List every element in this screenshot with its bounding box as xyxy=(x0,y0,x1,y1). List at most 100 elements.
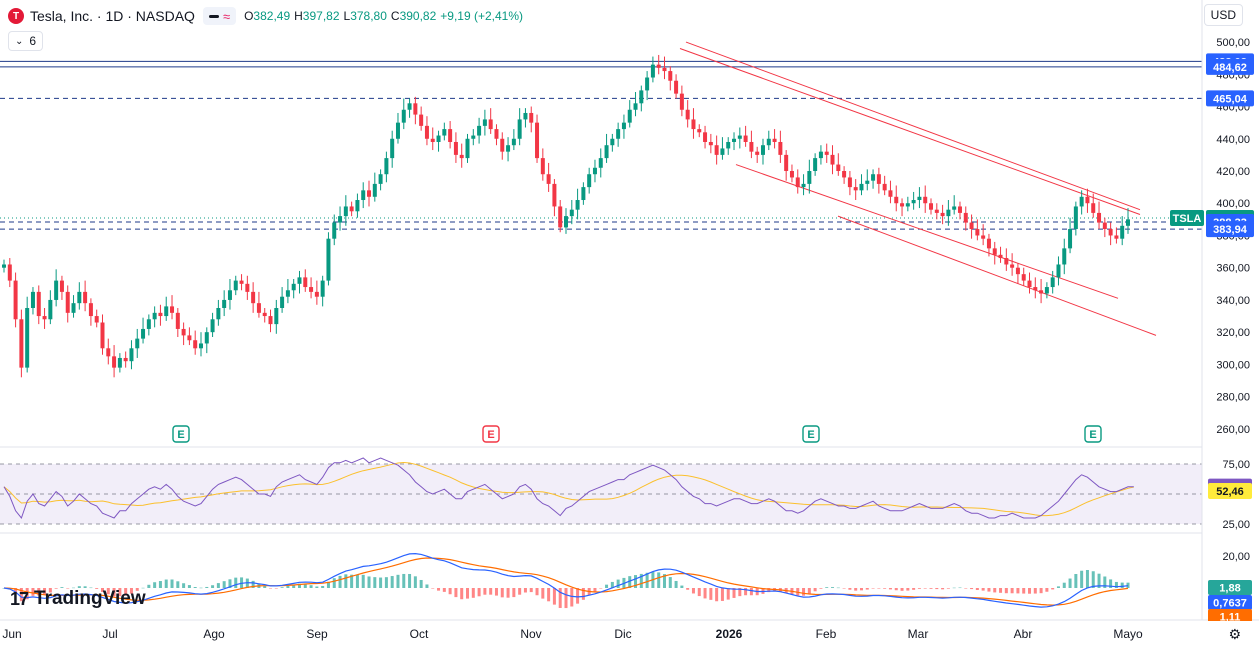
earnings-marker xyxy=(482,425,500,443)
candle-body xyxy=(575,200,580,210)
candle-body xyxy=(1091,203,1096,213)
earnings-marker-label: E xyxy=(807,429,814,441)
ohlc-value: 378,80 xyxy=(350,9,387,23)
candle-body xyxy=(900,203,905,207)
macd-histogram-bar xyxy=(958,587,962,589)
candlestick-series xyxy=(2,54,1130,378)
candle-body xyxy=(59,280,64,292)
macd-histogram-bar xyxy=(1109,579,1113,588)
candle-body xyxy=(204,332,209,344)
macd-pane[interactable] xyxy=(2,552,1130,609)
macd-histogram-bar xyxy=(83,586,87,588)
candle-body xyxy=(726,141,731,149)
macd-histogram-bar xyxy=(350,574,354,588)
price-change: +9,19 (+2,41%) xyxy=(440,9,523,23)
macd-histogram-bar xyxy=(25,588,29,600)
macd-histogram-bar xyxy=(547,588,551,602)
macd-histogram-bar xyxy=(303,584,307,588)
candle-body xyxy=(332,222,337,239)
tradingview-logo[interactable]: 17 TradingView xyxy=(10,588,146,610)
price-tick-label: 280,00 xyxy=(1216,392,1250,404)
compare-icon[interactable]: ≈ xyxy=(222,8,231,24)
macd-histogram-bar xyxy=(355,574,359,588)
macd-histogram-bar xyxy=(1097,573,1101,588)
rsi-pane[interactable] xyxy=(0,457,1202,525)
macd-histogram-bar xyxy=(558,588,562,608)
candle-body xyxy=(923,196,928,204)
candle-body xyxy=(378,174,383,184)
symbol-legend[interactable]: T Tesla, Inc. · 1D · NASDAQ ≈ O382,49 H3… xyxy=(8,6,523,26)
macd-histogram-bar xyxy=(917,588,921,589)
symbol-title[interactable]: Tesla, Inc. · 1D · NASDAQ xyxy=(30,8,195,24)
candle-body xyxy=(737,135,742,139)
gear-icon[interactable]: ⚙ xyxy=(1228,626,1241,642)
macd-histogram-bar xyxy=(888,588,892,590)
ohlc-value: 397,82 xyxy=(302,9,340,23)
candle-body xyxy=(818,151,823,159)
macd-histogram-bar xyxy=(274,588,278,589)
indicators-toggle[interactable]: ⌄ 6 xyxy=(8,31,44,51)
minus-icon[interactable] xyxy=(208,14,219,18)
macd-histogram-bar xyxy=(326,581,330,588)
macd-badge xyxy=(1208,595,1252,610)
candle-body xyxy=(372,183,377,197)
macd-histogram-bar xyxy=(494,588,498,596)
candle-body xyxy=(529,112,534,123)
macd-histogram-bar xyxy=(43,588,47,596)
candle-body xyxy=(164,306,169,317)
macd-histogram-bar xyxy=(158,581,162,588)
macd-histogram-bar xyxy=(576,588,580,604)
channel-upper-line xyxy=(685,41,1141,211)
candle-body xyxy=(291,283,296,291)
macd-histogram-bar xyxy=(379,577,383,588)
candle-body xyxy=(453,141,458,155)
chart-style-pill[interactable]: ≈ xyxy=(202,7,237,25)
macd-histogram-bar xyxy=(1016,588,1020,594)
currency-button[interactable]: USD xyxy=(1203,4,1243,26)
price-tick-label: 340,00 xyxy=(1216,295,1250,307)
candle-body xyxy=(1039,290,1044,294)
macd-histogram-bar xyxy=(164,579,168,588)
rsi-line xyxy=(3,457,1134,520)
candle-body xyxy=(795,177,800,188)
candle-body xyxy=(256,303,261,313)
macd-histogram-bar xyxy=(680,585,684,588)
macd-histogram-bar xyxy=(141,587,145,589)
candle-body xyxy=(946,209,951,217)
macd-histogram-bar xyxy=(744,588,748,596)
macd-histogram-bar xyxy=(639,573,643,588)
macd-histogram-bar xyxy=(564,588,568,609)
price-badge-label: 383,94 xyxy=(1213,224,1248,236)
candle-body xyxy=(77,291,82,304)
macd-histogram-bar xyxy=(460,588,464,600)
macd-histogram-bar xyxy=(205,586,209,588)
macd-histogram-bar xyxy=(732,588,736,598)
candle-body xyxy=(616,129,621,139)
time-tick-label: Oct xyxy=(410,627,429,641)
macd-histogram-bar xyxy=(100,588,104,592)
candle-body xyxy=(2,264,6,268)
candle-body xyxy=(1062,248,1067,265)
candle-body xyxy=(789,171,794,178)
candle-body xyxy=(198,343,203,349)
candle-body xyxy=(500,138,505,152)
candle-body xyxy=(1033,287,1038,291)
rsi-tick-label: 25,00 xyxy=(1222,519,1250,531)
candle-body xyxy=(384,158,389,175)
macd-histogram-bar xyxy=(437,588,441,591)
candle-body xyxy=(732,138,737,142)
macd-histogram-bar xyxy=(170,579,174,588)
candle-body xyxy=(986,238,991,249)
macd-histogram-bar xyxy=(31,588,35,596)
macd-histogram-bar xyxy=(987,588,991,592)
macd-histogram-bar xyxy=(1062,582,1066,588)
chevron-down-icon: ⌄ xyxy=(15,35,24,47)
macd-histogram-bar xyxy=(95,588,99,589)
macd-histogram-bar xyxy=(674,580,678,588)
macd-histogram-bar xyxy=(1126,582,1130,588)
macd-histogram-bar xyxy=(442,588,446,592)
candle-body xyxy=(390,138,395,159)
macd-histogram-bar xyxy=(749,588,753,596)
macd-histogram-bar xyxy=(106,588,110,595)
